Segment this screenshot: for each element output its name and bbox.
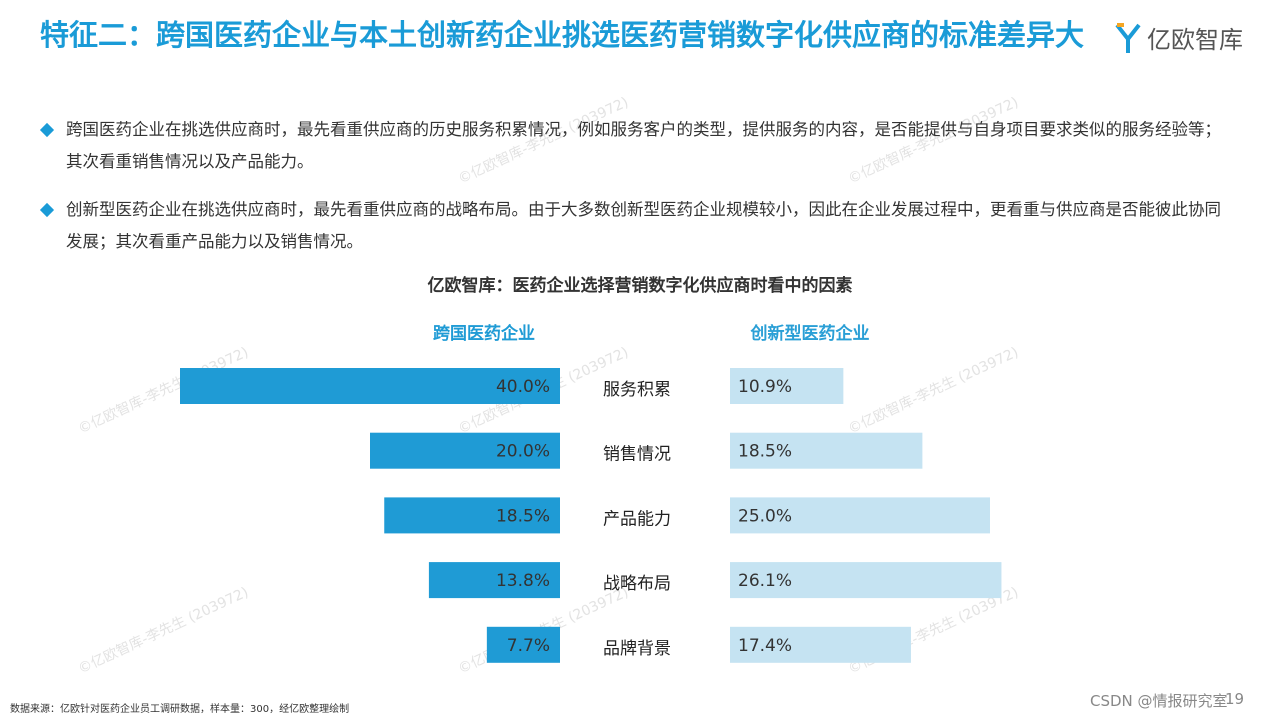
- bar: [730, 368, 844, 404]
- category-label: 品牌背景: [603, 639, 671, 659]
- bar: [730, 432, 923, 469]
- category-label: 销售情况: [603, 445, 671, 465]
- bar: [486, 626, 560, 663]
- bullet-text: 跨国医药企业在挑选供应商时，最先看重供应商的历史服务积累情况，例如服务客户的类型…: [66, 120, 1221, 171]
- value-label: 17.4%: [738, 636, 792, 656]
- logo-text: 亿欧智库: [1147, 26, 1243, 54]
- bar: [730, 562, 1002, 599]
- value-label: 10.9%: [738, 377, 792, 397]
- legend-label: 创新型医药企业: [750, 323, 870, 344]
- logo-icon: [1115, 22, 1141, 53]
- category-label: 服务积累: [603, 380, 671, 400]
- logo: 亿欧智库: [1115, 20, 1243, 55]
- chart-title: 亿欧智库：医药企业选择营销数字化供应商时看中的因素: [428, 275, 853, 296]
- bar: [428, 562, 560, 599]
- bullet-text: 创新型医药企业在挑选供应商时，最先看重供应商的战略布局。由于大多数创新型医药企业…: [66, 200, 1221, 251]
- page-title: 特征二：跨国医药企业与本土创新药企业挑选医药营销数字化供应商的标准差异大: [40, 18, 1085, 52]
- bar: [384, 497, 560, 534]
- value-label: 18.5%: [496, 506, 550, 526]
- bar: [730, 497, 990, 534]
- category-label: 战略布局: [603, 574, 671, 594]
- bullet: 跨国医药企业在挑选供应商时，最先看重供应商的历史服务积累情况，例如服务客户的类型…: [39, 114, 1232, 178]
- chart: 亿欧智库：医药企业选择营销数字化供应商时看中的因素 跨国医药企业 创新型医药企业服…: [180, 275, 1002, 663]
- bullet: 创新型医药企业在挑选供应商时，最先看重供应商的战略布局。由于大多数创新型医药企业…: [39, 194, 1232, 258]
- value-label: 7.7%: [507, 636, 550, 656]
- legend-label: 跨国医药企业: [433, 323, 535, 344]
- page-number: 19: [1225, 690, 1245, 708]
- credit: CSDN @情报研究室: [1090, 692, 1228, 710]
- value-label: 20.0%: [496, 442, 550, 462]
- value-label: 13.8%: [496, 571, 550, 591]
- bar: [180, 368, 560, 404]
- value-label: 18.5%: [738, 442, 792, 462]
- value-label: 25.0%: [738, 506, 792, 526]
- bar: [730, 626, 911, 663]
- value-label: 40.0%: [496, 377, 550, 397]
- category-label: 产品能力: [603, 509, 671, 529]
- bar: [370, 432, 560, 469]
- value-label: 26.1%: [738, 571, 792, 591]
- source-note: 数据来源：亿欧针对医药企业员工调研数据，样本量：300，经亿欧整理绘制: [10, 704, 350, 715]
